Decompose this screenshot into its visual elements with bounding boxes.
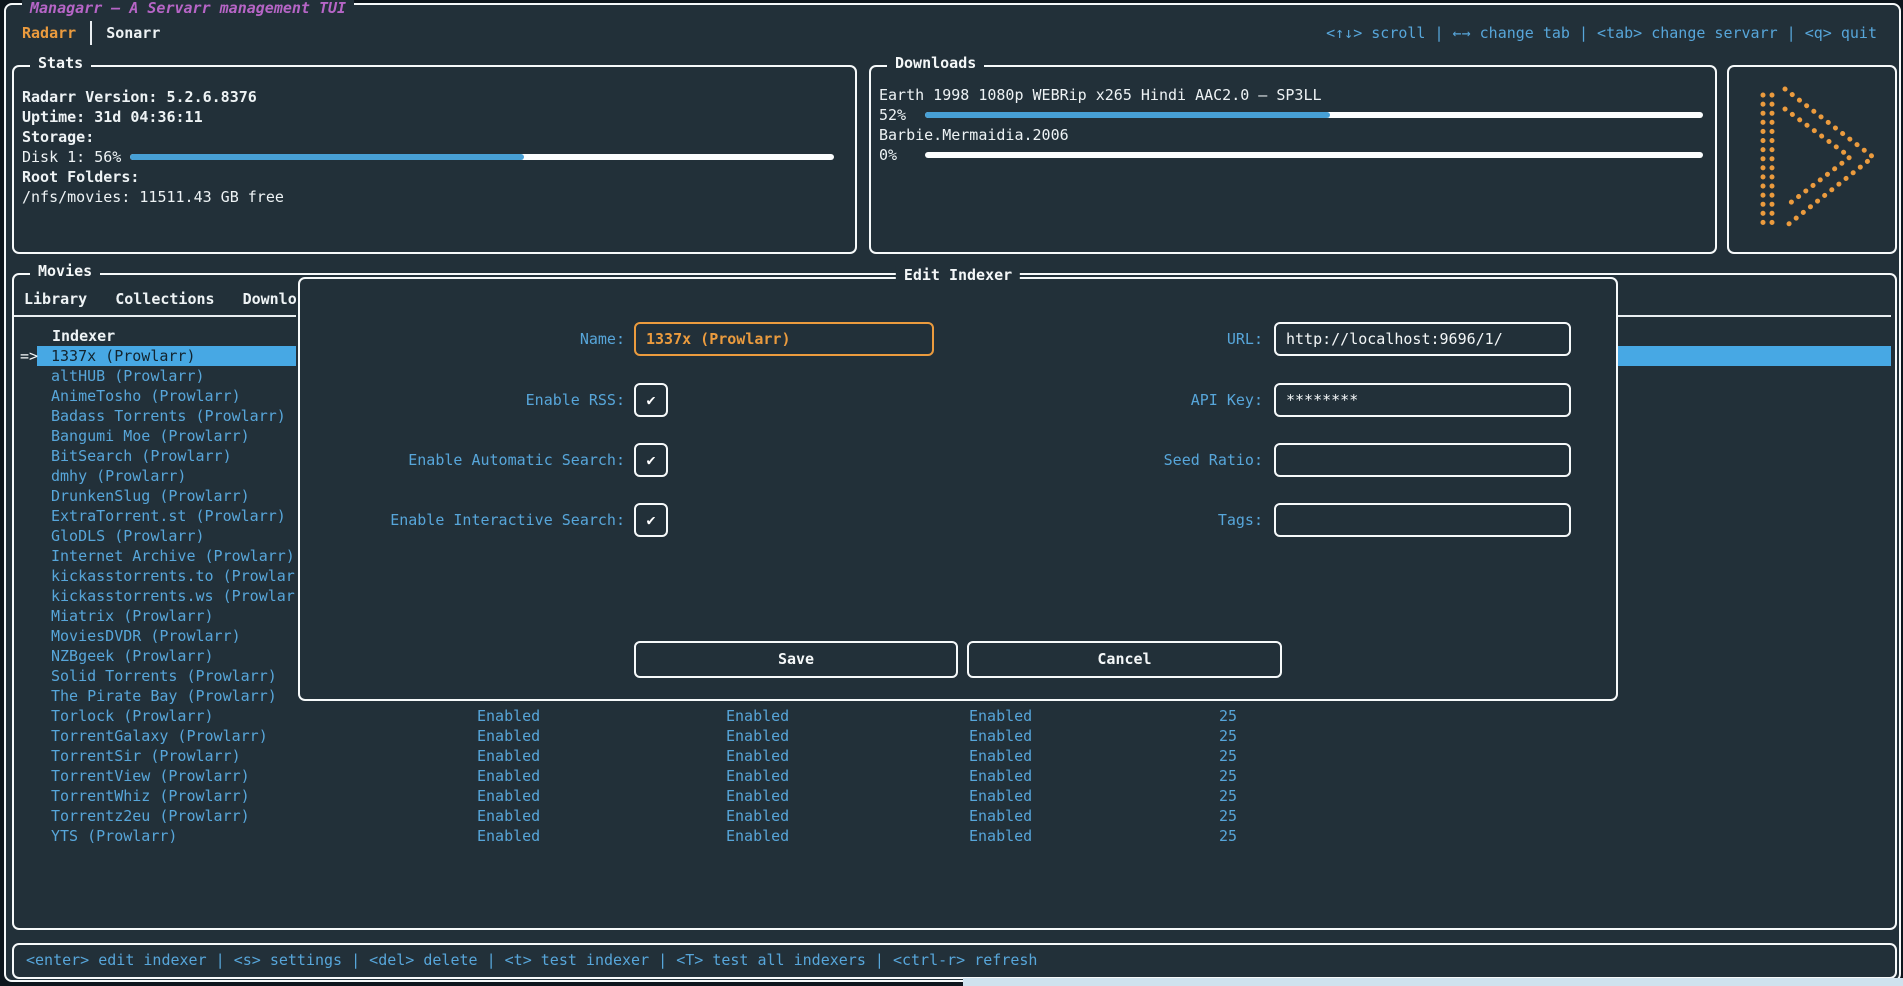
tags-input[interactable]: [1274, 503, 1571, 537]
download-progress-row: 0%: [879, 145, 1711, 165]
name-input[interactable]: 1337x (Prowlarr): [634, 322, 934, 356]
cell-rss: Enabled: [477, 826, 540, 846]
screen: Managarr – A Servarr management TUI Rada…: [0, 0, 1903, 986]
download-progress-row: 52%: [879, 105, 1711, 125]
cell-automatic_search: Enabled: [726, 806, 789, 826]
tab-sonarr[interactable]: Sonarr: [106, 21, 160, 45]
logo-panel: [1727, 65, 1897, 254]
cell-rss: Enabled: [477, 786, 540, 806]
stats-panel-title: Stats: [30, 54, 91, 72]
seed-ratio-label: Seed Ratio:: [940, 443, 1263, 477]
enable-rss-label: Enable RSS:: [300, 383, 625, 417]
stats-panel: Stats Radarr Version: 5.2.6.8376 Uptime:…: [12, 65, 857, 254]
cell-automatic_search: Enabled: [726, 786, 789, 806]
footer-keybind-hints: <enter> edit indexer | <s> settings | <d…: [26, 948, 1037, 972]
uptime: Uptime: 31d 04:36:11: [22, 107, 203, 127]
enable-rss-checkbox[interactable]: ✔: [634, 383, 668, 417]
disk-usage-row: Disk 1: 56%: [22, 147, 842, 167]
radarr-version: Radarr Version: 5.2.6.8376: [22, 87, 257, 107]
disk-usage-bar: [130, 154, 834, 160]
storage-label: Storage:: [22, 127, 94, 147]
seed-ratio-input[interactable]: [1274, 443, 1571, 477]
cell-rss: Enabled: [477, 746, 540, 766]
enable-interactive-search-label: Enable Interactive Search:: [300, 503, 625, 537]
cell-interactive_search: Enabled: [969, 706, 1032, 726]
enable-interactive-search-checkbox[interactable]: ✔: [634, 503, 668, 537]
cell-priority: 25: [1164, 826, 1237, 846]
terminal-window: Managarr – A Servarr management TUI Rada…: [4, 3, 1901, 982]
api-key-label: API Key:: [940, 383, 1263, 417]
download-progress-bar-fill: [925, 112, 1330, 118]
download-item-name: Barbie.Mermaidia.2006: [879, 125, 1069, 145]
top-keybind-hints: <↑↓> scroll | ←→ change tab | <tab> chan…: [1326, 23, 1877, 43]
download-item-name: Earth 1998 1080p WEBRip x265 Hindi AAC2.…: [879, 85, 1322, 105]
cell-interactive_search: Enabled: [969, 806, 1032, 826]
indexer-row-columns: Enabled Enabled Enabled 25: [14, 826, 1414, 846]
tab-separator: [90, 21, 92, 45]
cell-automatic_search: Enabled: [726, 826, 789, 846]
downloads-panel-title: Downloads: [887, 54, 984, 72]
cell-automatic_search: Enabled: [726, 746, 789, 766]
indexer-row-columns: Enabled Enabled Enabled 25: [14, 726, 1414, 746]
url-input[interactable]: http://localhost:9696/1/: [1274, 322, 1571, 356]
indexer-row-columns: Enabled Enabled Enabled 25: [14, 746, 1414, 766]
cell-priority: 25: [1164, 706, 1237, 726]
enable-automatic-search-checkbox[interactable]: ✔: [634, 443, 668, 477]
tags-label: Tags:: [940, 503, 1263, 537]
downloads-panel: Downloads Earth 1998 1080p WEBRip x265 H…: [869, 65, 1717, 254]
cell-rss: Enabled: [477, 706, 540, 726]
root-folders-label: Root Folders:: [22, 167, 139, 187]
download-percent-label: 0%: [879, 146, 897, 164]
tab-radarr[interactable]: Radarr: [22, 21, 76, 45]
root-folder-free: /nfs/movies: 11511.43 GB free: [22, 187, 284, 207]
cell-automatic_search: Enabled: [726, 706, 789, 726]
cell-priority: 25: [1164, 786, 1237, 806]
download-progress-bar: [925, 152, 1703, 158]
cell-priority: 25: [1164, 726, 1237, 746]
cell-rss: Enabled: [477, 726, 540, 746]
servarr-tabs: Radarr Sonarr: [22, 21, 160, 45]
managarr-logo-icon: [1729, 67, 1891, 248]
indexer-row-columns: Enabled Enabled Enabled 25: [14, 706, 1414, 726]
indexer-row-columns: Enabled Enabled Enabled 25: [14, 766, 1414, 786]
modal-title: Edit Indexer: [896, 266, 1020, 284]
edit-indexer-modal: Edit Indexer Name: 1337x (Prowlarr) URL:…: [298, 277, 1618, 701]
cell-priority: 25: [1164, 766, 1237, 786]
cell-interactive_search: Enabled: [969, 746, 1032, 766]
url-label: URL:: [940, 322, 1263, 356]
cell-interactive_search: Enabled: [969, 786, 1032, 806]
cell-automatic_search: Enabled: [726, 766, 789, 786]
bottom-strip: [963, 978, 1903, 986]
name-label: Name:: [300, 322, 625, 356]
api-key-input[interactable]: ********: [1274, 383, 1571, 417]
cell-automatic_search: Enabled: [726, 726, 789, 746]
indexer-row-columns: Enabled Enabled Enabled 25: [14, 806, 1414, 826]
download-progress-bar: [925, 112, 1703, 118]
disk-usage-label: Disk 1: 56%: [22, 148, 121, 166]
cancel-button[interactable]: Cancel: [967, 641, 1282, 678]
download-percent-label: 52%: [879, 106, 906, 124]
save-button[interactable]: Save: [634, 641, 958, 678]
cell-priority: 25: [1164, 806, 1237, 826]
cell-rss: Enabled: [477, 806, 540, 826]
cell-interactive_search: Enabled: [969, 726, 1032, 746]
cell-priority: 25: [1164, 746, 1237, 766]
disk-usage-bar-fill: [130, 154, 524, 160]
footer-bar: <enter> edit indexer | <s> settings | <d…: [12, 943, 1897, 979]
cell-interactive_search: Enabled: [969, 826, 1032, 846]
indexer-row-columns: Enabled Enabled Enabled 25: [14, 786, 1414, 806]
enable-automatic-search-label: Enable Automatic Search:: [300, 443, 625, 477]
cell-rss: Enabled: [477, 766, 540, 786]
app-title: Managarr – A Servarr management TUI: [22, 0, 354, 17]
cell-interactive_search: Enabled: [969, 766, 1032, 786]
